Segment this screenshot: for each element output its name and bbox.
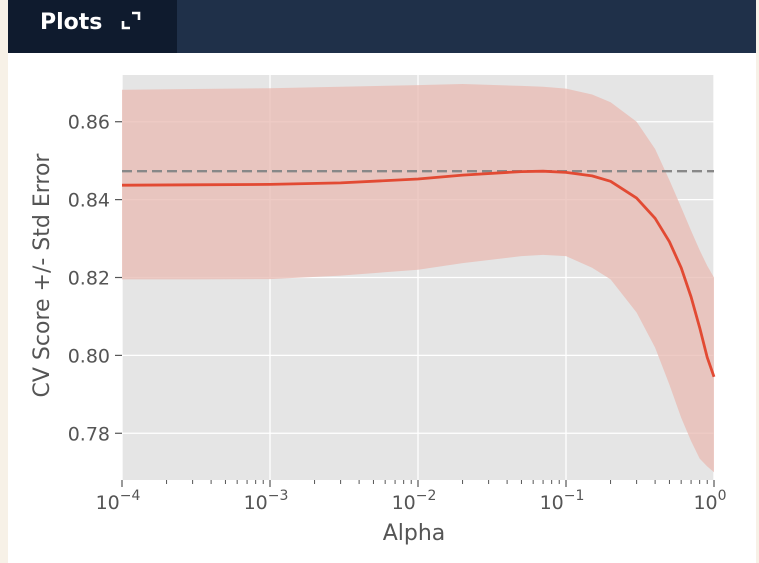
panel-title: Plots (40, 10, 103, 35)
x-tick-label: 10−2 (392, 488, 437, 514)
y-tick-label: 0.86 (68, 112, 110, 134)
cv-score-line (121, 169, 716, 378)
y-tick-label: 0.84 (68, 190, 110, 212)
x-tick-label: 100 (693, 488, 726, 514)
std-error-band (122, 84, 714, 473)
x-tick-label: 10−3 (244, 488, 289, 514)
x-axis-label: Alpha (383, 521, 446, 546)
y-tick-label: 0.80 (68, 345, 110, 367)
axes: 10−4 10−3 10−2 10−1 100 0.86 0.84 0.82 0.80 0.78 (68, 112, 727, 514)
x-tick-label: 10−4 (96, 488, 141, 514)
x-tick-label: 10−1 (540, 488, 585, 514)
expand-icon[interactable] (120, 10, 142, 36)
plots-tab[interactable]: Plots (8, 0, 177, 53)
y-axis-label: CV Score +/- Std Error (30, 153, 55, 398)
y-tick-label: 0.78 (68, 423, 110, 445)
y-tick-label: 0.82 (68, 268, 110, 290)
